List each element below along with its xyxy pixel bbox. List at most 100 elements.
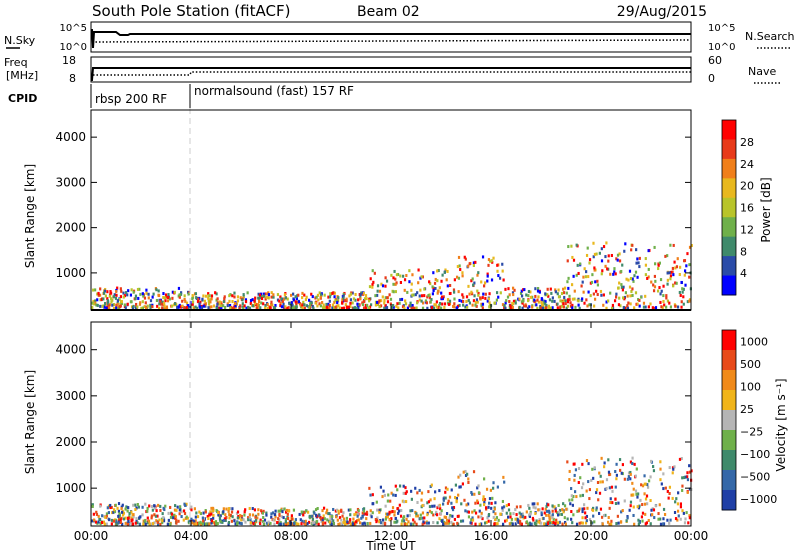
velocity-data-cell [233, 519, 236, 523]
velocity-data-cell [254, 515, 257, 519]
velocity-data-cell [135, 517, 138, 521]
power-data-cell [618, 281, 621, 285]
velocity-data-cell [486, 516, 489, 520]
velocity-data-cell [679, 502, 683, 506]
power-data-cell [112, 303, 116, 307]
power-data-cell [242, 296, 245, 300]
power-data-cell [582, 290, 585, 294]
velocity-data-cell [604, 513, 607, 517]
power-data-cell [452, 288, 456, 292]
velocity-data-cell [282, 507, 285, 511]
power-data-cell [220, 306, 223, 310]
velocity-data-cell [154, 514, 158, 518]
power-data-cell [453, 278, 456, 282]
velocity-data-cell [231, 515, 234, 519]
power-data-cell [390, 305, 394, 309]
power-data-cell [191, 302, 194, 306]
velocity-data-cell [548, 516, 551, 520]
power-data-cell [664, 254, 667, 258]
velocity-data-cell [391, 506, 395, 510]
power-data-cell [248, 306, 252, 310]
velocity-data-cell [666, 489, 669, 493]
velocity-data-cell [231, 507, 234, 511]
velocity-data-cell [435, 510, 438, 514]
power-data-cell [468, 292, 471, 296]
velocity-data-cell [199, 520, 202, 524]
velocity-data-cell [384, 504, 387, 508]
velocity-data-cell [531, 502, 534, 506]
power-data-cell [520, 294, 524, 298]
velocity-data-cell [104, 515, 107, 519]
power-data-cell [426, 306, 429, 310]
velocity-data-cell [453, 517, 457, 521]
velocity-data-cell [542, 516, 545, 520]
velocity-data-cell [381, 495, 384, 499]
power-data-cell [112, 306, 116, 310]
freq-line [91, 67, 691, 81]
power-data-cell [495, 291, 499, 295]
power-data-cell [593, 297, 597, 301]
velocity-data-cell [121, 510, 124, 514]
velocity-data-cell [356, 514, 359, 518]
velocity-data-cell [465, 503, 468, 507]
power-data-cell [680, 280, 683, 284]
velocity-data-cell [551, 504, 554, 508]
power-data-cell [155, 298, 159, 302]
velocity-data-cell [646, 502, 649, 506]
power-data-cell [255, 306, 258, 310]
power-data-cell [656, 289, 660, 293]
power-data-cell [567, 245, 570, 249]
velocity-data-cell [478, 509, 481, 513]
power-data-cell [231, 294, 234, 298]
velocity-data-cell [174, 516, 177, 520]
noise-panel-frame [90, 21, 692, 53]
noise-right-tick-bottom: 10^0 [708, 42, 735, 53]
power-data-cell [420, 294, 424, 298]
power-data-cell [533, 298, 536, 302]
velocity-data-cell [121, 522, 124, 526]
power-data-cell [467, 284, 470, 288]
velocity-data-cell [286, 516, 290, 520]
velocity-data-cell [632, 505, 635, 509]
power-data-cell [405, 273, 408, 277]
power-data-cell [236, 299, 240, 303]
power-data-cell [432, 289, 435, 293]
power-data-cell [147, 296, 150, 300]
velocity-data-cell [493, 507, 496, 511]
velocity-data-cell [615, 522, 618, 526]
velocity-data-cell [405, 490, 408, 494]
velocity-data-cell [579, 476, 582, 480]
velocity-data-cell [284, 521, 287, 525]
velocity-data-cell [592, 514, 595, 518]
velocity-data-cell [425, 521, 429, 525]
power-data-cell [338, 306, 341, 310]
power-data-cell [458, 264, 461, 268]
velocity-data-cell [470, 490, 473, 494]
velocity-data-cell [440, 509, 443, 513]
velocity-data-cell [630, 493, 633, 497]
power-data-cell [531, 295, 534, 299]
velocity-data-cell [299, 518, 302, 522]
velocity-data-cell [131, 518, 134, 522]
velocity-data-cell [254, 518, 258, 522]
power-data-cell [295, 305, 298, 309]
power-data-cell [461, 274, 464, 278]
velocity-data-cell [211, 506, 215, 510]
velocity-data-cell [514, 522, 517, 526]
power-data-cell [268, 306, 272, 310]
velocity-data-cell [669, 518, 672, 522]
velocity-data-cell [262, 522, 266, 526]
power-data-cell [373, 271, 376, 275]
power-data-cell [167, 295, 170, 299]
power-data-cell [501, 269, 504, 273]
power-data-cell [688, 299, 691, 303]
power-data-cell [519, 291, 523, 295]
power-data-cell [582, 275, 585, 279]
power-data-cell [369, 277, 372, 281]
power-data-cell [503, 304, 506, 308]
velocity-data-cell [554, 509, 557, 513]
date-label: 29/Aug/2015 [617, 4, 707, 20]
power-data-cell [562, 291, 566, 295]
velocity-data-cell [364, 512, 367, 516]
power-data-cell [404, 299, 407, 303]
